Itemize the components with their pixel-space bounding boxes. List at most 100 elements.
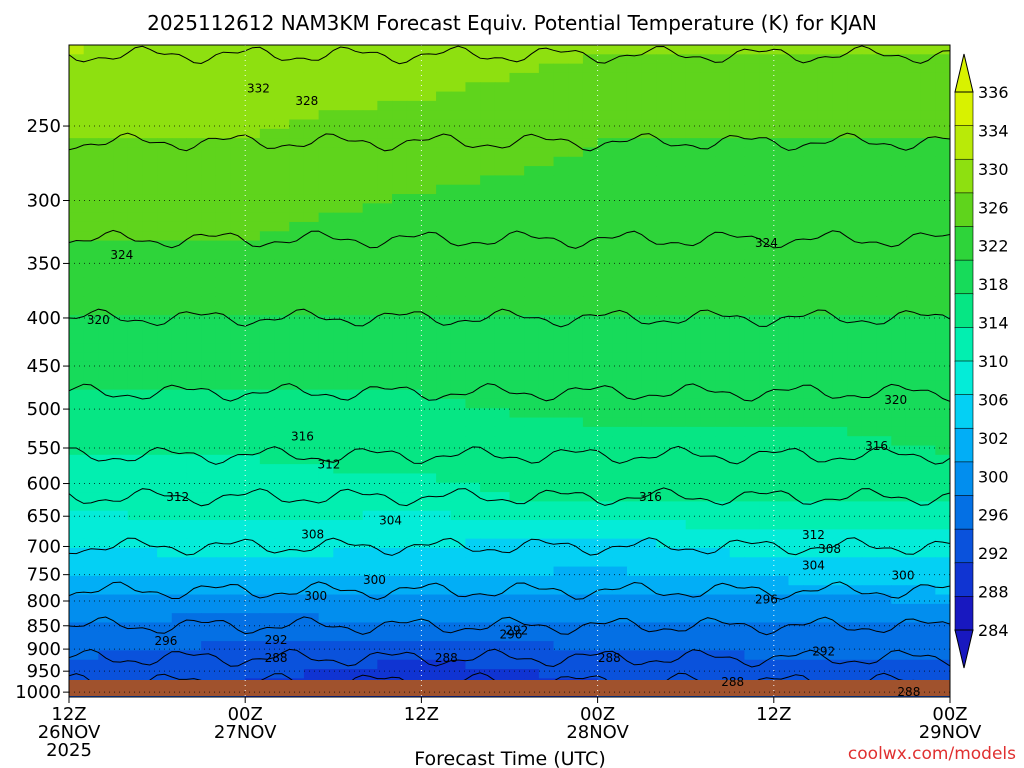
y-tick-label: 250 [27, 116, 61, 137]
field-cell [935, 333, 950, 344]
field-cell [201, 175, 217, 186]
field-cell [98, 212, 114, 223]
field-cell [406, 482, 422, 493]
field-cell [920, 520, 936, 530]
field-cell [568, 100, 584, 111]
field-cell [861, 249, 878, 260]
field-cell [406, 175, 422, 186]
field-cell [113, 529, 129, 540]
field-cell [876, 538, 892, 549]
field-cell [127, 464, 144, 475]
field-cell [421, 436, 437, 447]
field-cell [98, 268, 114, 279]
field-cell [318, 194, 334, 204]
field-cell [465, 426, 481, 437]
field-cell [406, 324, 422, 335]
field-cell [905, 110, 922, 121]
field-cell [744, 100, 760, 111]
field-cell [641, 641, 657, 652]
field-cell [832, 575, 848, 586]
field-cell [759, 231, 775, 242]
field-cell [186, 259, 202, 270]
field-cell [729, 324, 746, 335]
field-cell [406, 212, 422, 223]
field-cell [744, 212, 760, 223]
field-cell [641, 529, 657, 540]
field-cell [876, 128, 892, 139]
field-cell [920, 296, 936, 307]
field-cell [494, 343, 511, 353]
field-cell [259, 249, 276, 260]
field-cell [509, 575, 525, 586]
field-cell [436, 296, 452, 307]
field-cell [553, 268, 569, 279]
field-cell [215, 631, 232, 642]
field-cell [245, 538, 261, 549]
field-cell [641, 454, 657, 465]
grid-lines [68, 45, 951, 697]
field-cell [582, 631, 599, 642]
field-cell [259, 566, 276, 577]
field-cell [303, 361, 320, 372]
field-cell [157, 128, 173, 139]
field-cell [215, 473, 232, 484]
field-cell [876, 482, 892, 493]
field-cell [538, 566, 555, 577]
field-cell [597, 203, 613, 214]
field-cell [421, 669, 437, 679]
field-cell [171, 203, 188, 214]
field-cell [83, 454, 99, 465]
field-cell [259, 361, 276, 372]
field-cell [715, 482, 731, 493]
field-cell [935, 343, 950, 353]
field-cell [494, 324, 511, 335]
field-cell [333, 268, 349, 279]
field-cell [201, 212, 217, 223]
field-cell [289, 287, 305, 298]
field-cell [494, 268, 511, 279]
field-cell [861, 54, 878, 65]
field-cell [861, 324, 878, 335]
field-cell [656, 324, 672, 335]
field-cell [847, 231, 863, 242]
field-cell [641, 259, 657, 270]
field-cell [142, 631, 158, 642]
field-cell [759, 91, 775, 102]
field-cell [98, 631, 114, 642]
field-cell [465, 221, 481, 232]
field-cell [685, 520, 701, 530]
field-cell [362, 557, 378, 568]
field-cell [83, 464, 99, 475]
field-cell [436, 510, 452, 521]
field-cell [847, 566, 863, 577]
field-cell [377, 91, 393, 102]
field-cell [450, 520, 467, 530]
field-cell [347, 492, 364, 502]
field-cell [935, 445, 950, 456]
field-cell [685, 529, 701, 540]
field-cell [127, 119, 144, 130]
field-cell [436, 445, 452, 456]
field-cell [421, 287, 437, 298]
field-cell [759, 408, 775, 419]
field-cell [876, 259, 892, 270]
field-cell [582, 482, 599, 493]
field-cell [582, 305, 599, 316]
field-cell [685, 641, 701, 652]
field-cell [259, 287, 276, 298]
field-cell [773, 156, 790, 167]
field-cell [612, 482, 628, 493]
field-cell [524, 557, 540, 568]
field-cell [98, 231, 114, 242]
field-cell [494, 529, 511, 540]
field-cell [685, 492, 701, 502]
field-cell [127, 520, 144, 530]
field-cell [671, 82, 687, 93]
field-cell [127, 510, 144, 521]
field-cell [876, 156, 892, 167]
field-cell [729, 305, 746, 316]
field-cell [480, 501, 496, 512]
field-cell [171, 343, 188, 353]
field-cell [494, 566, 511, 577]
field-cell [347, 203, 364, 214]
